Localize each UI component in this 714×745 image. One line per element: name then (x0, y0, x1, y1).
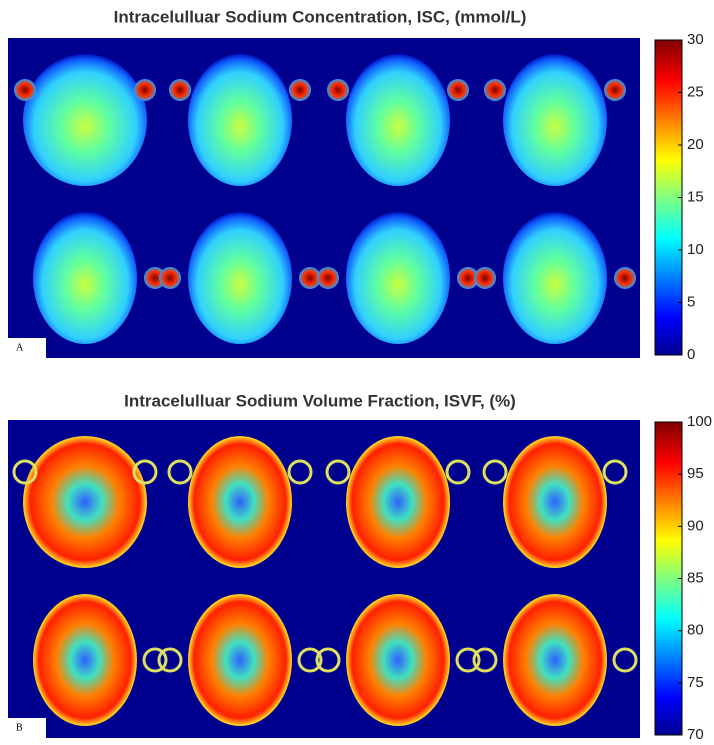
colorbar-tick-label: 15 (687, 188, 704, 205)
brain-slice (503, 594, 607, 726)
eye (134, 79, 156, 101)
colorbar-tick-label: 30 (687, 31, 704, 48)
eye (614, 267, 636, 289)
brain-slice (503, 54, 607, 186)
colorbar (655, 40, 682, 355)
colorbar-tick-label: 10 (687, 241, 704, 258)
eye (289, 79, 311, 101)
colorbar-tick-label: 80 (687, 622, 704, 639)
brain-slice (503, 436, 607, 568)
brain-slice (33, 212, 137, 344)
colorbar (655, 422, 682, 735)
brain-slice (503, 212, 607, 344)
brain-slice (33, 594, 137, 726)
colorbar-tick-label: 85 (687, 569, 704, 586)
brain-slice (346, 54, 450, 186)
eye (159, 267, 181, 289)
colorbar-tick-label: 20 (687, 136, 704, 153)
colorbar-tick-label: 100 (687, 413, 712, 430)
brain-slice (346, 436, 450, 568)
eye (317, 267, 339, 289)
panel-label-box (8, 338, 46, 358)
brain-slice (23, 436, 147, 568)
eye (14, 79, 36, 101)
eye (604, 79, 626, 101)
colorbar-tick-label: 95 (687, 465, 704, 482)
panel-label: A (16, 342, 24, 353)
eye (474, 267, 496, 289)
brain-slice (188, 212, 292, 344)
colorbar-tick-label: 5 (687, 293, 695, 310)
brain-slice (188, 594, 292, 726)
brain-slice (188, 54, 292, 186)
eye (447, 79, 469, 101)
panel-title: Intracelulluar Sodium Concentration, ISC… (114, 7, 527, 26)
colorbar-tick-label: 0 (687, 346, 695, 363)
eye (327, 79, 349, 101)
brain-slice (346, 212, 450, 344)
brain-slice (23, 54, 147, 186)
panel-label: B (16, 722, 23, 733)
eye (484, 79, 506, 101)
panel-title: Intracelulluar Sodium Volume Fraction, I… (124, 391, 516, 410)
colorbar-tick-label: 25 (687, 83, 704, 100)
colorbar-tick-label: 90 (687, 517, 704, 534)
brain-slice (188, 436, 292, 568)
figure: Intracelulluar Sodium Concentration, ISC… (0, 0, 714, 740)
colorbar-tick-label: 75 (687, 674, 704, 691)
colorbar-tick-label: 70 (687, 726, 704, 740)
panel-label-box (8, 718, 46, 738)
eye (169, 79, 191, 101)
brain-slice (346, 594, 450, 726)
